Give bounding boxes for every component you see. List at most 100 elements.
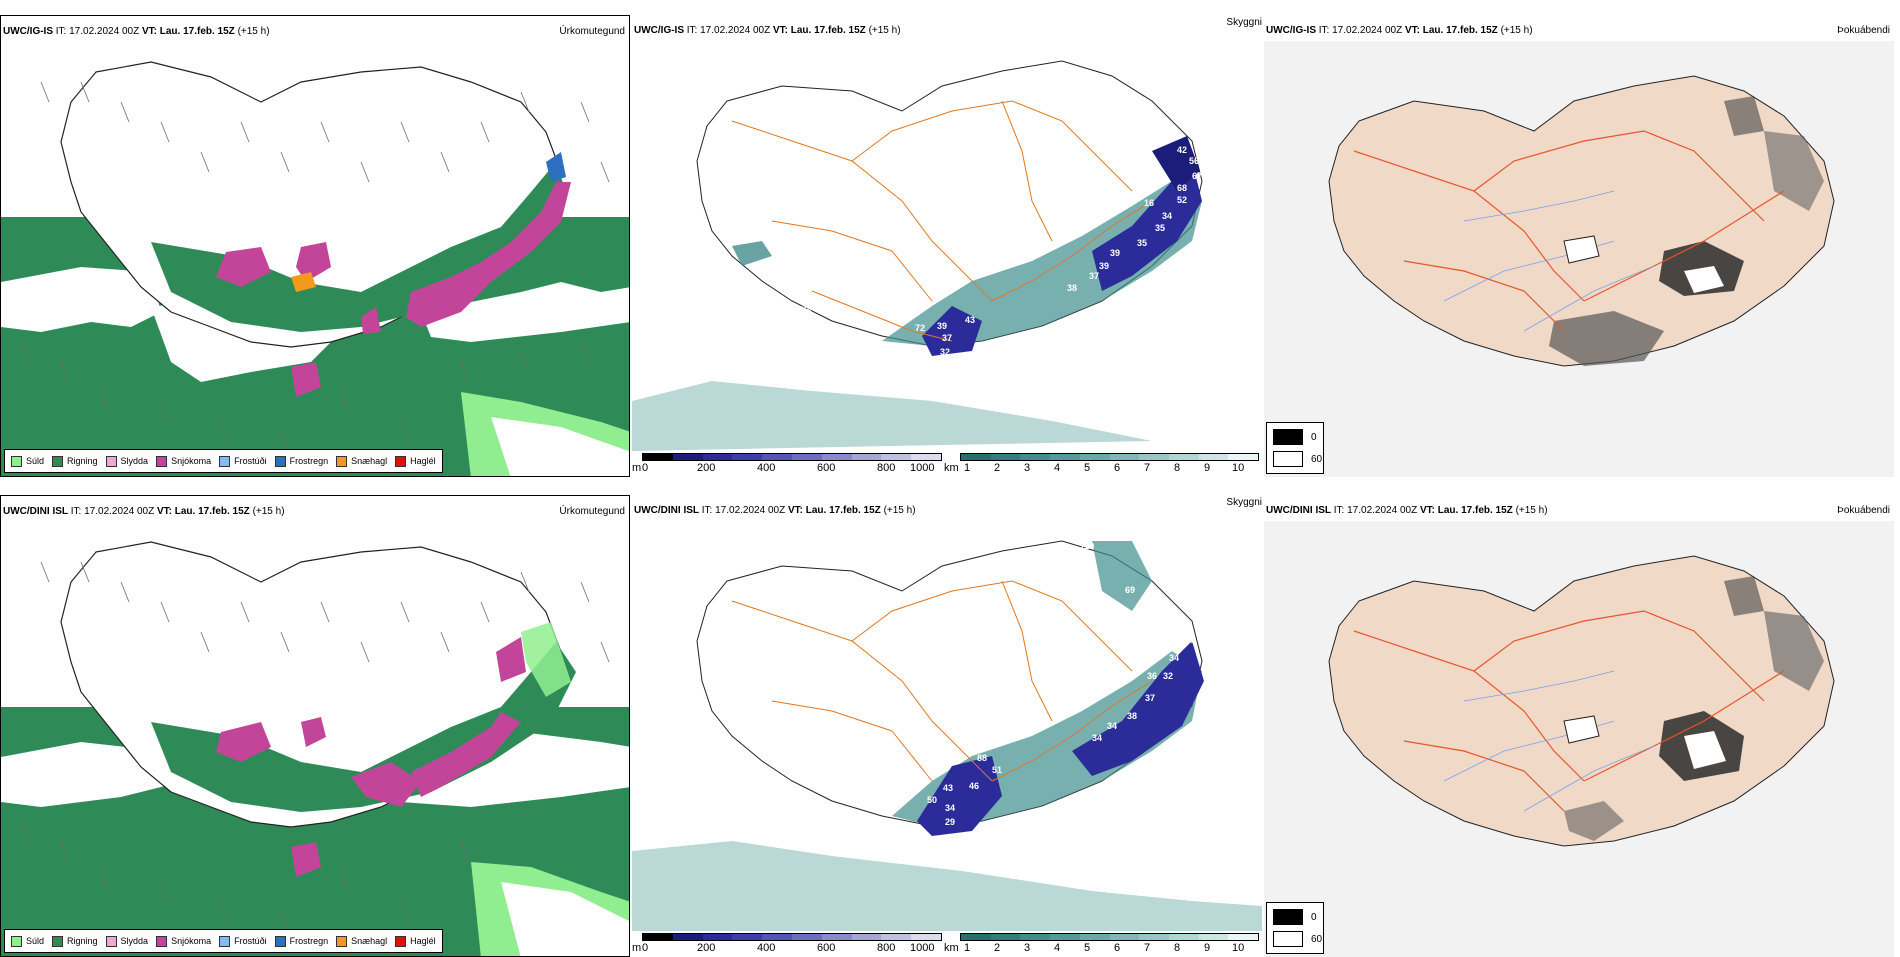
- visibility-colorbar: km 1 2 3 4 5 6 7 8 9 10: [944, 933, 1259, 955]
- colorbar-tick-label: 1000: [910, 942, 935, 954]
- legend-swatch: [105, 455, 117, 467]
- legend-swatch: [11, 455, 22, 467]
- legend-swatch: [11, 935, 22, 947]
- colorbar-segment: [821, 454, 852, 460]
- visibility-value-label: 68: [1177, 183, 1187, 193]
- colorbar-tick-label: 400: [757, 942, 776, 954]
- colorbar-tick-label: 8: [1174, 462, 1181, 474]
- visibility-value-label: 52: [1177, 195, 1187, 205]
- colorbar-tick-label: 7: [1144, 462, 1151, 474]
- legend-swatch: [219, 455, 231, 467]
- colorbar-segment: [1168, 934, 1199, 940]
- legend-item-rigning: Rigning: [52, 935, 98, 947]
- visibility-value-label: 39: [937, 321, 947, 331]
- visibility-value-label: 16: [1144, 198, 1154, 208]
- visibility-value-label: 43: [943, 783, 953, 793]
- colorbar-segment: [1228, 934, 1259, 940]
- visibility-value-label: 37: [942, 333, 952, 343]
- precip-type-map: [1, 61, 629, 476]
- visibility-value-label: 56: [1189, 156, 1199, 166]
- colorbar-tick-label: 9: [1204, 942, 1211, 954]
- legend-item-frostudi: Frostúði: [219, 455, 267, 467]
- visibility-value-label: 32: [940, 347, 950, 357]
- fog-map: [1264, 41, 1894, 477]
- visibility-value-label: 88: [1135, 656, 1145, 666]
- colorbar-tick-label: 9: [1204, 462, 1211, 474]
- colorbar-tick-label: 200: [697, 462, 716, 474]
- visibility-value-label: 29: [945, 817, 955, 827]
- visibility-value-label: 49: [907, 345, 917, 355]
- legend-swatch: [52, 935, 64, 947]
- fog-legend-swatch: [1273, 429, 1303, 445]
- legend-item-snaehagl: Snæhagl: [336, 935, 387, 947]
- colorbar-tick-label: 800: [877, 942, 896, 954]
- colorbar-segment: [1050, 934, 1080, 940]
- colorbar-strip: [960, 933, 1259, 941]
- fog-panel-row1: UWC/IG-IS IT: 17.02.2024 00Z VT: Lau. 17…: [1264, 15, 1894, 477]
- colorbar-tick-label: 10: [1232, 942, 1245, 954]
- colorbar-tick-label: 1000: [910, 462, 935, 474]
- visibility-value-label: 39: [1110, 248, 1120, 258]
- panel-title: Skyggni: [1226, 17, 1262, 28]
- visibility-value-label: 37: [1089, 271, 1099, 281]
- panel-header: UWC/IG-IS IT: 17.02.2024 00Z VT: Lau. 17…: [1266, 25, 1533, 36]
- panel-header: UWC/IG-IS IT: 17.02.2024 00Z VT: Lau. 17…: [3, 26, 270, 37]
- colorbar-segment: [851, 934, 882, 940]
- colorbar-segment: [851, 454, 882, 460]
- legend-item-slydda: Slydda: [105, 935, 148, 947]
- colorbar-tick-label: 3: [1024, 462, 1031, 474]
- legend-swatch: [105, 935, 117, 947]
- colorbar-tick-label: 800: [877, 462, 896, 474]
- visibility-value-label: 34: [1169, 653, 1179, 663]
- visibility-map: 110 107 69 62 194 265 173 88 36 32 37 38…: [632, 540, 1262, 931]
- panel-title: Úrkomutegund: [559, 506, 625, 517]
- colorbar-tick-label: 2: [994, 942, 1001, 954]
- colorbar-segment: [1109, 934, 1140, 940]
- ceiling-colorbar: m 0 200 400 600 800 1000: [632, 453, 942, 475]
- fog-legend-0: 0: [1273, 909, 1317, 925]
- visibility-value-label: 21: [859, 673, 869, 683]
- colorbar-tick-label: 10: [1232, 462, 1245, 474]
- colorbar-segment: [672, 454, 703, 460]
- colorbar-segment: [672, 934, 703, 940]
- colorbar-segment: [643, 934, 673, 940]
- visibility-value-label: 34: [1092, 733, 1102, 743]
- visibility-value-label: 42: [1177, 145, 1187, 155]
- visibility-value-label: 72: [915, 323, 925, 333]
- colorbar-tick-label: 5: [1084, 462, 1091, 474]
- legend-item-haglel: Haglél: [395, 455, 436, 467]
- legend-item-snjokoma: Snjókoma: [156, 455, 211, 467]
- colorbar-tick-label: 600: [817, 462, 836, 474]
- visibility-value-label: 39: [1185, 635, 1195, 645]
- fog-panel-row2: UWC/DINI ISL IT: 17.02.2024 00Z VT: Lau.…: [1264, 495, 1894, 957]
- legend-item-snjokoma: Snjókoma: [156, 935, 211, 947]
- legend-swatch: [274, 455, 286, 467]
- colorbar-segment: [821, 934, 852, 940]
- visibility-panel-row1: UWC/IG-IS IT: 17.02.2024 00Z VT: Lau. 17…: [632, 15, 1262, 477]
- visibility-value-label: 37: [1145, 693, 1155, 703]
- legend-swatch: [52, 455, 64, 467]
- colorbar-tick-label: 2: [994, 462, 1001, 474]
- colorbar-tick-label: 3: [1024, 942, 1031, 954]
- colorbar-strip: [960, 453, 1259, 461]
- visibility-value-label: 32: [947, 233, 957, 243]
- visibility-value-label: 107: [1076, 555, 1091, 565]
- legend-item-frostregn: Frostregn: [274, 455, 328, 467]
- legend-item-haglel: Haglél: [395, 935, 436, 947]
- panel-title: Þokuábendi: [1837, 505, 1890, 516]
- colorbar-tick-label: 1: [964, 462, 971, 474]
- fog-legend-0: 0: [1273, 429, 1317, 445]
- visibility-value-label: 23: [855, 688, 865, 698]
- colorbar-tick-label: 4: [1054, 462, 1061, 474]
- visibility-value-label: 69: [1125, 585, 1135, 595]
- panel-header: UWC/IG-IS IT: 17.02.2024 00Z VT: Lau. 17…: [634, 25, 901, 36]
- panel-header: UWC/DINI ISL IT: 17.02.2024 00Z VT: Lau.…: [3, 506, 285, 517]
- colorbar-segment: [881, 454, 912, 460]
- visibility-value-label: 34: [1107, 721, 1117, 731]
- colorbar-segment: [1020, 454, 1051, 460]
- legend-swatch: [156, 935, 168, 947]
- colorbar-segment: [1079, 454, 1110, 460]
- colorbar-tick-label: km: [944, 462, 959, 474]
- colorbar-strip: [642, 453, 942, 461]
